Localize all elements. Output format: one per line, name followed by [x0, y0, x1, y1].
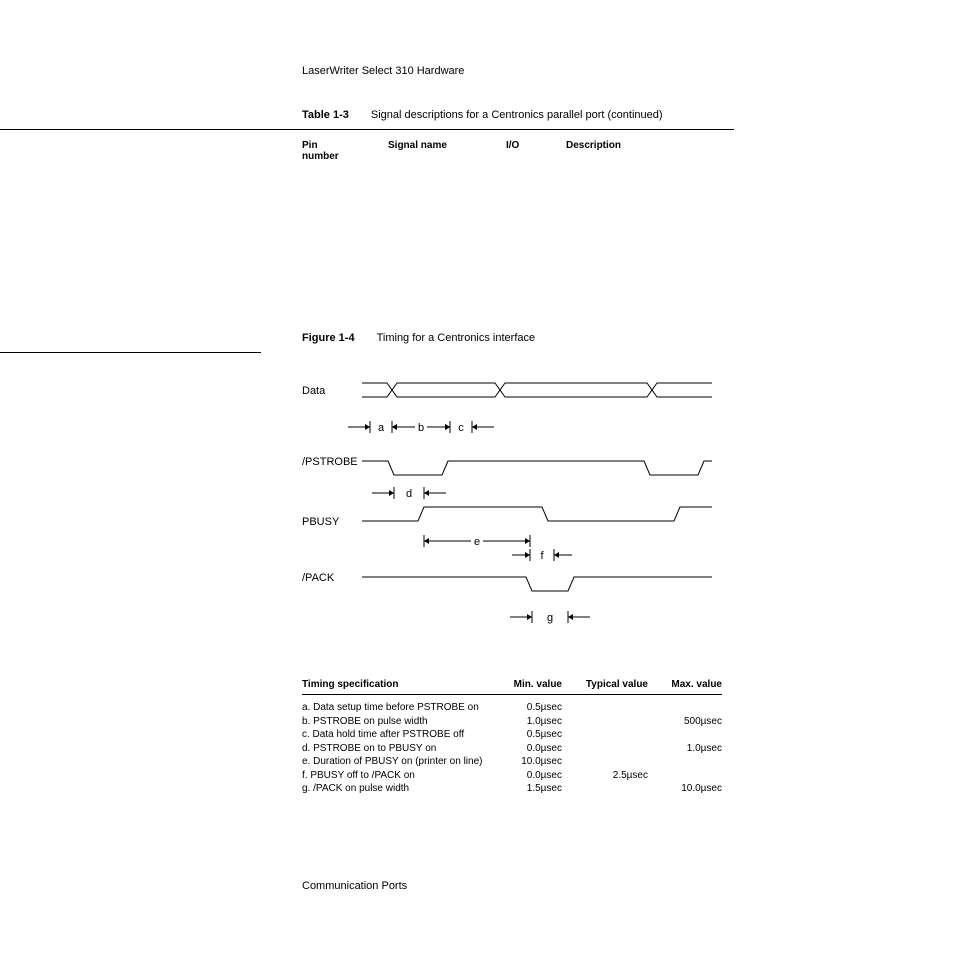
timing-spec-table: Timing specification Min. value Typical …	[302, 679, 722, 796]
cell-typ	[562, 782, 648, 796]
table-row: d. PSTROBE on to PBUSY on0.0µsec 1.0µsec	[302, 742, 722, 756]
running-header: LaserWriter Select 310 Hardware	[302, 65, 719, 77]
svg-text:e: e	[474, 536, 480, 548]
cell-min: 0.5µsec	[492, 701, 562, 715]
cell-max: 1.0µsec	[648, 742, 722, 756]
timing-table-header: Timing specification Min. value Typical …	[302, 679, 722, 695]
table-1-3-headers: Pin number Signal name I/O Description	[302, 140, 719, 162]
col-pin: Pin	[302, 140, 318, 151]
table-row: a. Data setup time before PSTROBE on0.5µ…	[302, 701, 722, 715]
col-pin-number: Pin number	[302, 140, 358, 162]
col-io: I/O	[506, 140, 536, 162]
table-caption-text: Signal descriptions for a Centronics par…	[371, 109, 663, 121]
th-min: Min. value	[492, 679, 562, 690]
cell-typ	[562, 715, 648, 729]
cell-spec: g. /PACK on pulse width	[302, 782, 492, 796]
cell-typ	[562, 755, 648, 769]
col-description: Description	[566, 140, 719, 162]
cell-spec: c. Data hold time after PSTROBE off	[302, 728, 492, 742]
svg-text:c: c	[458, 422, 464, 434]
timing-diagram: Data a b c/PSTROBE d PBUSY e f/PACK g	[302, 365, 722, 645]
col-signal-name: Signal name	[388, 140, 476, 162]
rule-under-figure-caption	[0, 352, 261, 353]
table-label: Table 1-3	[302, 109, 349, 121]
cell-typ	[562, 728, 648, 742]
cell-max	[648, 769, 722, 783]
col-number: number	[302, 151, 339, 162]
cell-max: 10.0µsec	[648, 782, 722, 796]
cell-min: 1.0µsec	[492, 715, 562, 729]
table-1-3-caption: Table 1-3 Signal descriptions for a Centr…	[302, 109, 719, 121]
svg-text:/PACK: /PACK	[302, 572, 335, 584]
cell-min: 0.0µsec	[492, 769, 562, 783]
cell-spec: f. PBUSY off to /PACK on	[302, 769, 492, 783]
cell-min: 1.5µsec	[492, 782, 562, 796]
cell-spec: b. PSTROBE on pulse width	[302, 715, 492, 729]
cell-spec: d. PSTROBE on to PBUSY on	[302, 742, 492, 756]
svg-text:/PSTROBE: /PSTROBE	[302, 456, 358, 468]
cell-typ: 2.5µsec	[562, 769, 648, 783]
rule-above-headers	[0, 129, 734, 130]
figure-caption-text: Timing for a Centronics interface	[377, 332, 536, 344]
table-row: c. Data hold time after PSTROBE off0.5µs…	[302, 728, 722, 742]
svg-text:f: f	[540, 550, 544, 562]
cell-typ	[562, 742, 648, 756]
page-footer: Communication Ports	[302, 880, 407, 892]
th-spec: Timing specification	[302, 679, 492, 690]
cell-max	[648, 755, 722, 769]
cell-max	[648, 701, 722, 715]
cell-spec: a. Data setup time before PSTROBE on	[302, 701, 492, 715]
svg-text:d: d	[406, 488, 412, 500]
cell-spec: e. Duration of PBUSY on (printer on line…	[302, 755, 492, 769]
table-row: b. PSTROBE on pulse width1.0µsec 500µsec	[302, 715, 722, 729]
page-content: LaserWriter Select 310 Hardware Table 1-…	[0, 0, 954, 954]
cell-typ	[562, 701, 648, 715]
cell-min: 10.0µsec	[492, 755, 562, 769]
th-max: Max. value	[648, 679, 722, 690]
cell-min: 0.5µsec	[492, 728, 562, 742]
figure-label: Figure 1-4	[302, 332, 355, 344]
table-row: f. PBUSY off to /PACK on0.0µsec2.5µsec	[302, 769, 722, 783]
svg-text:g: g	[547, 612, 553, 624]
th-typ: Typical value	[562, 679, 648, 690]
figure-1-4: Figure 1-4 Timing for a Centronics interf…	[220, 332, 719, 796]
svg-text:a: a	[378, 422, 385, 434]
cell-min: 0.0µsec	[492, 742, 562, 756]
timing-diagram-wrap: Data a b c/PSTROBE d PBUSY e f/PACK g	[302, 365, 719, 645]
svg-text:b: b	[418, 422, 424, 434]
cell-max	[648, 728, 722, 742]
table-row: g. /PACK on pulse width1.5µsec 10.0µsec	[302, 782, 722, 796]
table-row: e. Duration of PBUSY on (printer on line…	[302, 755, 722, 769]
svg-text:Data: Data	[302, 385, 326, 397]
figure-caption: Figure 1-4 Timing for a Centronics interf…	[302, 332, 719, 344]
cell-max: 500µsec	[648, 715, 722, 729]
svg-text:PBUSY: PBUSY	[302, 516, 340, 528]
